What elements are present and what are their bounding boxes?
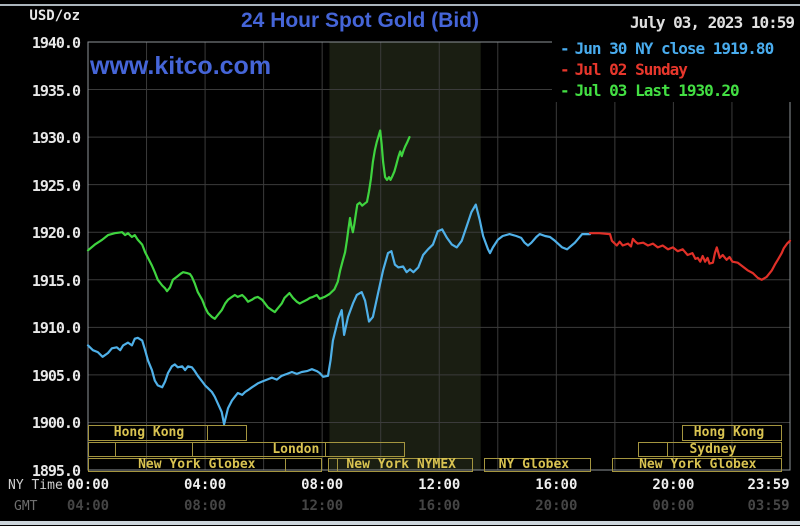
- gmt-tick-label: 16:00: [418, 498, 461, 514]
- chart-legend: - Jun 30 NY close 1919.80- Jul 02 Sunday - J…: [552, 38, 794, 102]
- session-highlight-band: [329, 42, 481, 470]
- ny-time-tick-label: 00:00: [66, 477, 110, 493]
- ny-time-tick-label: 20:00: [652, 477, 695, 493]
- legend-label: Jul 03 Last 1930.20: [574, 81, 740, 100]
- session-box-divider: [114, 443, 116, 456]
- gmt-tick-label: 20:00: [535, 498, 578, 514]
- legend-item-2: - Jul 03 Last 1930.20: [552, 80, 794, 101]
- session-box-hong-kong: Hong Kong: [88, 425, 248, 441]
- y-tick-label: 1915.0: [31, 271, 81, 290]
- legend-item-0: - Jun 30 NY close 1919.80: [552, 38, 794, 59]
- legend-item-1: - Jul 02 Sunday: [552, 59, 794, 80]
- gmt-tick-label: 12:00: [301, 498, 344, 514]
- legend-dash-icon: -: [560, 60, 570, 79]
- session-label: New York Globex: [639, 457, 757, 472]
- session-box-sydney: Sydney: [637, 442, 783, 457]
- legend-label: Jun 30 NY close 1919.80: [574, 39, 775, 58]
- y-tick-label: 1895.0: [31, 462, 81, 480]
- session-label: Hong Kong: [113, 425, 185, 440]
- page-title: 24 Hour Spot Gold (Bid): [241, 9, 479, 32]
- legend-dash-icon: -: [560, 81, 570, 100]
- ny-time-tick-label: 08:00: [301, 477, 344, 493]
- session-box-new-york-globex: New York Globex: [88, 457, 323, 472]
- session-box-divider: [207, 426, 209, 440]
- y-tick-label: 1905.0: [31, 366, 81, 385]
- session-box-hong-kong: Hong Kong: [682, 425, 783, 441]
- session-label: London: [272, 442, 320, 457]
- session-box-divider: [191, 443, 193, 456]
- y-axis-units-label: USD/oz: [29, 8, 80, 24]
- y-tick-label: 1900.0: [31, 414, 81, 433]
- y-tick-label: 1940.0: [31, 34, 81, 52]
- y-tick-label: 1925.0: [31, 176, 81, 195]
- session-box-divider: [336, 459, 338, 471]
- price-line-jul-03: [86, 129, 411, 320]
- session-label: NY Globex: [498, 457, 570, 472]
- y-tick-label: 1920.0: [31, 224, 81, 243]
- frame-line-top: [0, 4, 800, 6]
- y-tick-label: 1910.0: [31, 319, 81, 338]
- frame-line-bottom: [0, 521, 800, 525]
- gmt-tick-label: 04:00: [66, 498, 110, 514]
- price-line-jun-30-ny-close: [86, 203, 592, 426]
- session-label: Hong Kong: [693, 425, 765, 440]
- ny-time-tick-label: 04:00: [184, 477, 227, 493]
- price-line-jul-02-sunday: [588, 232, 792, 281]
- ny-time-tick-label: 12:00: [418, 477, 461, 493]
- legend-dash-icon: -: [560, 39, 570, 58]
- legend-label: Jul 02 Sunday: [574, 60, 688, 79]
- session-label: New York Globex: [138, 457, 256, 472]
- gmt-tick-label: 03:59: [747, 498, 790, 514]
- session-box-london: London: [88, 442, 406, 457]
- session-box-divider: [325, 443, 327, 456]
- plot-border: [87, 41, 791, 471]
- kitco-watermark-link[interactable]: www.kitco.com: [90, 52, 272, 80]
- session-label: New York NYMEX: [346, 457, 456, 472]
- session-box-new-york-globex: New York Globex: [611, 457, 783, 472]
- ny-time-axis-caption: NY Time: [8, 478, 63, 493]
- session-box-new-york-nymex: New York NYMEX: [328, 458, 473, 472]
- session-label: Sydney: [689, 442, 737, 457]
- chart-timestamp: July 03, 2023 10:59: [629, 13, 795, 32]
- ny-time-tick-label: 16:00: [535, 477, 578, 493]
- y-tick-label: 1930.0: [31, 129, 81, 148]
- y-tick-label: 1935.0: [31, 81, 81, 100]
- ny-time-tick-label: 23:59: [747, 477, 790, 493]
- gmt-tick-label: 00:00: [652, 498, 695, 514]
- gmt-tick-label: 08:00: [184, 498, 227, 514]
- session-box-divider: [667, 443, 669, 456]
- gmt-axis-caption: GMT: [14, 499, 38, 514]
- session-box-ny-globex: NY Globex: [484, 458, 591, 472]
- session-box-divider: [285, 459, 287, 471]
